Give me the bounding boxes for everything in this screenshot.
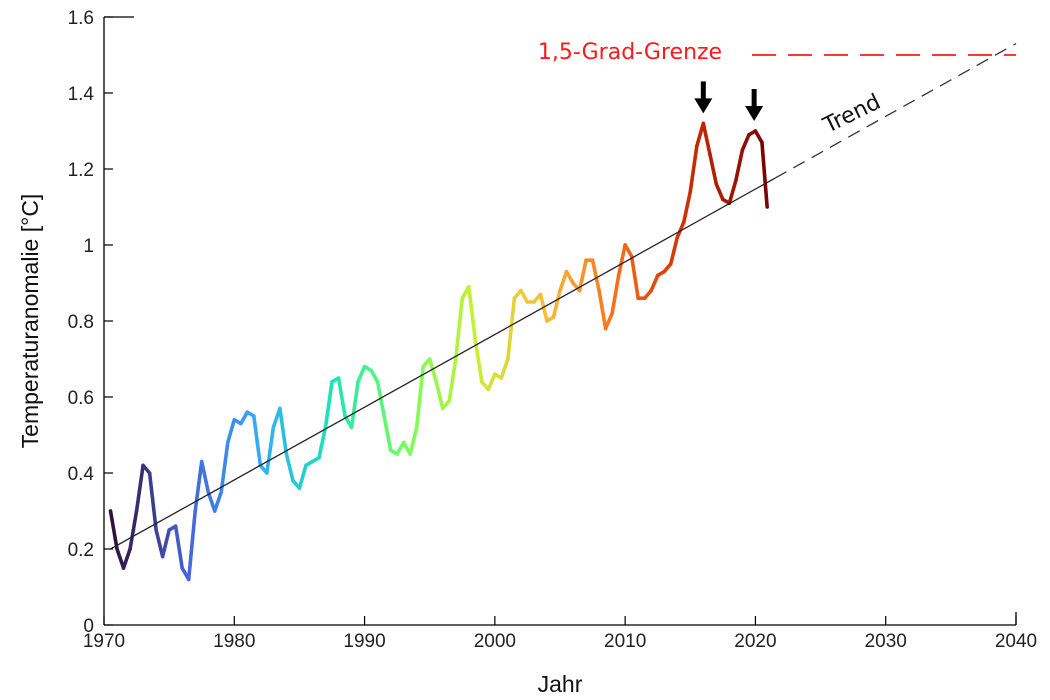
peak-arrow-head bbox=[745, 106, 764, 121]
anomaly-segment bbox=[616, 243, 627, 278]
anomaly-segment bbox=[740, 133, 751, 152]
x-tick-label: 2030 bbox=[865, 631, 907, 652]
anomaly-segment bbox=[668, 235, 680, 266]
plot-area bbox=[108, 43, 1017, 582]
anomaly-segment bbox=[564, 269, 575, 285]
peak-arrow-head bbox=[694, 98, 713, 114]
anomaly-segment bbox=[506, 296, 517, 361]
y-tick-label: 1.2 bbox=[68, 160, 94, 181]
anomaly-segment bbox=[284, 452, 295, 483]
anomaly-segment bbox=[154, 528, 165, 559]
anomaly-segment bbox=[225, 417, 237, 445]
anomaly-segment bbox=[414, 364, 426, 430]
anomaly-segment bbox=[317, 425, 328, 460]
anomaly-segment bbox=[453, 296, 465, 361]
anomaly-segment bbox=[193, 459, 204, 513]
anomaly-segment bbox=[519, 288, 530, 304]
anomaly-segment bbox=[297, 463, 308, 491]
anomaly-segment bbox=[558, 269, 569, 293]
anomaly-segment bbox=[499, 357, 510, 380]
anomaly-segment bbox=[701, 121, 712, 156]
anomaly-segment bbox=[603, 311, 614, 331]
y-tick-label: 1 bbox=[83, 236, 94, 257]
y-tick-label: 0.4 bbox=[68, 464, 95, 485]
anomaly-segment bbox=[369, 368, 380, 384]
anomaly-segment bbox=[466, 284, 478, 342]
x-axis-title: Jahr bbox=[538, 671, 583, 697]
peak-arrow-shaft bbox=[751, 89, 757, 107]
x-tick-label: 2010 bbox=[604, 631, 646, 652]
anomaly-segment bbox=[486, 372, 497, 392]
y-tick-label: 1.4 bbox=[68, 84, 95, 105]
anomaly-segment bbox=[128, 509, 139, 551]
anomaly-segment bbox=[473, 338, 484, 384]
x-tick-label: 2000 bbox=[474, 631, 516, 652]
anomaly-segment bbox=[753, 129, 764, 145]
anomaly-segment bbox=[147, 471, 158, 532]
anomaly-segment bbox=[199, 459, 211, 494]
anomaly-segment bbox=[265, 425, 276, 475]
anomaly-segment bbox=[675, 220, 686, 240]
anomaly-segment bbox=[688, 144, 699, 194]
trend-line bbox=[110, 177, 776, 550]
anomaly-segment bbox=[734, 148, 745, 183]
anomaly-segment bbox=[173, 524, 184, 570]
anomaly-segment bbox=[375, 379, 386, 418]
anomaly-segment bbox=[427, 357, 439, 384]
anomaly-segment bbox=[597, 288, 608, 331]
peak-arrow-shaft bbox=[700, 81, 706, 100]
anomaly-segment bbox=[629, 254, 640, 301]
y-tick-label: 0.2 bbox=[68, 540, 94, 561]
anomaly-segment bbox=[239, 410, 250, 426]
anomaly-segment bbox=[727, 178, 738, 205]
anomaly-segment bbox=[206, 490, 217, 513]
y-tick-label: 0 bbox=[83, 616, 94, 637]
anomaly-segment bbox=[694, 121, 706, 148]
x-tick-label: 2040 bbox=[995, 631, 1037, 652]
anomaly-segment bbox=[212, 490, 224, 513]
anomaly-segment bbox=[160, 528, 171, 559]
anomaly-segment bbox=[551, 288, 562, 320]
y-tick-label: 1.6 bbox=[68, 8, 94, 29]
x-tick-label: 1970 bbox=[83, 631, 125, 652]
anomaly-segment bbox=[760, 140, 769, 209]
anomaly-segment bbox=[447, 357, 458, 403]
y-axis-title: Temperaturanomalie [°C] bbox=[17, 194, 43, 449]
anomaly-segment bbox=[577, 258, 588, 293]
anomaly-segment bbox=[121, 547, 132, 570]
anomaly-segment bbox=[649, 273, 660, 293]
limit-label: 1,5-Grad-Grenze bbox=[538, 40, 722, 65]
anomaly-segment bbox=[336, 376, 347, 418]
anomaly-segment bbox=[434, 379, 445, 411]
anomaly-segment bbox=[623, 243, 634, 259]
anomaly-segment bbox=[714, 182, 725, 202]
trend-extension-line bbox=[774, 43, 1017, 179]
anomaly-segment bbox=[134, 463, 145, 513]
anomaly-segment bbox=[681, 190, 693, 224]
x-tick-label: 1990 bbox=[343, 631, 385, 652]
anomaly-segment bbox=[278, 406, 289, 456]
anomaly-segment bbox=[382, 414, 393, 453]
x-tick-label: 1980 bbox=[213, 631, 255, 652]
anomaly-segment bbox=[708, 152, 719, 186]
x-tick-labels: 1970 1980 1990 2000 2010 2020 2030 2040 bbox=[83, 616, 1037, 652]
y-tick-label: 0.6 bbox=[68, 388, 94, 409]
anomaly-segment bbox=[356, 364, 367, 384]
anomaly-segment bbox=[252, 414, 263, 468]
anomaly-segment bbox=[395, 440, 406, 456]
anomaly-segment bbox=[219, 440, 230, 494]
anomaly-segment bbox=[408, 425, 419, 456]
anomaly-segment bbox=[115, 547, 126, 570]
anomaly-segment bbox=[108, 509, 119, 551]
x-tick-label: 2020 bbox=[734, 631, 776, 652]
anomaly-segment bbox=[349, 379, 360, 430]
anomaly-segment bbox=[610, 273, 621, 316]
trend-label: Trend bbox=[819, 90, 885, 139]
y-tick-labels: 0 0.2 0.4 0.6 0.8 1 1.2 1.4 1.6 bbox=[68, 8, 113, 637]
anomaly-segment bbox=[323, 379, 334, 430]
anomaly-segment bbox=[590, 258, 601, 293]
anomaly-segment bbox=[186, 509, 197, 582]
y-tick-label: 0.8 bbox=[68, 312, 94, 333]
